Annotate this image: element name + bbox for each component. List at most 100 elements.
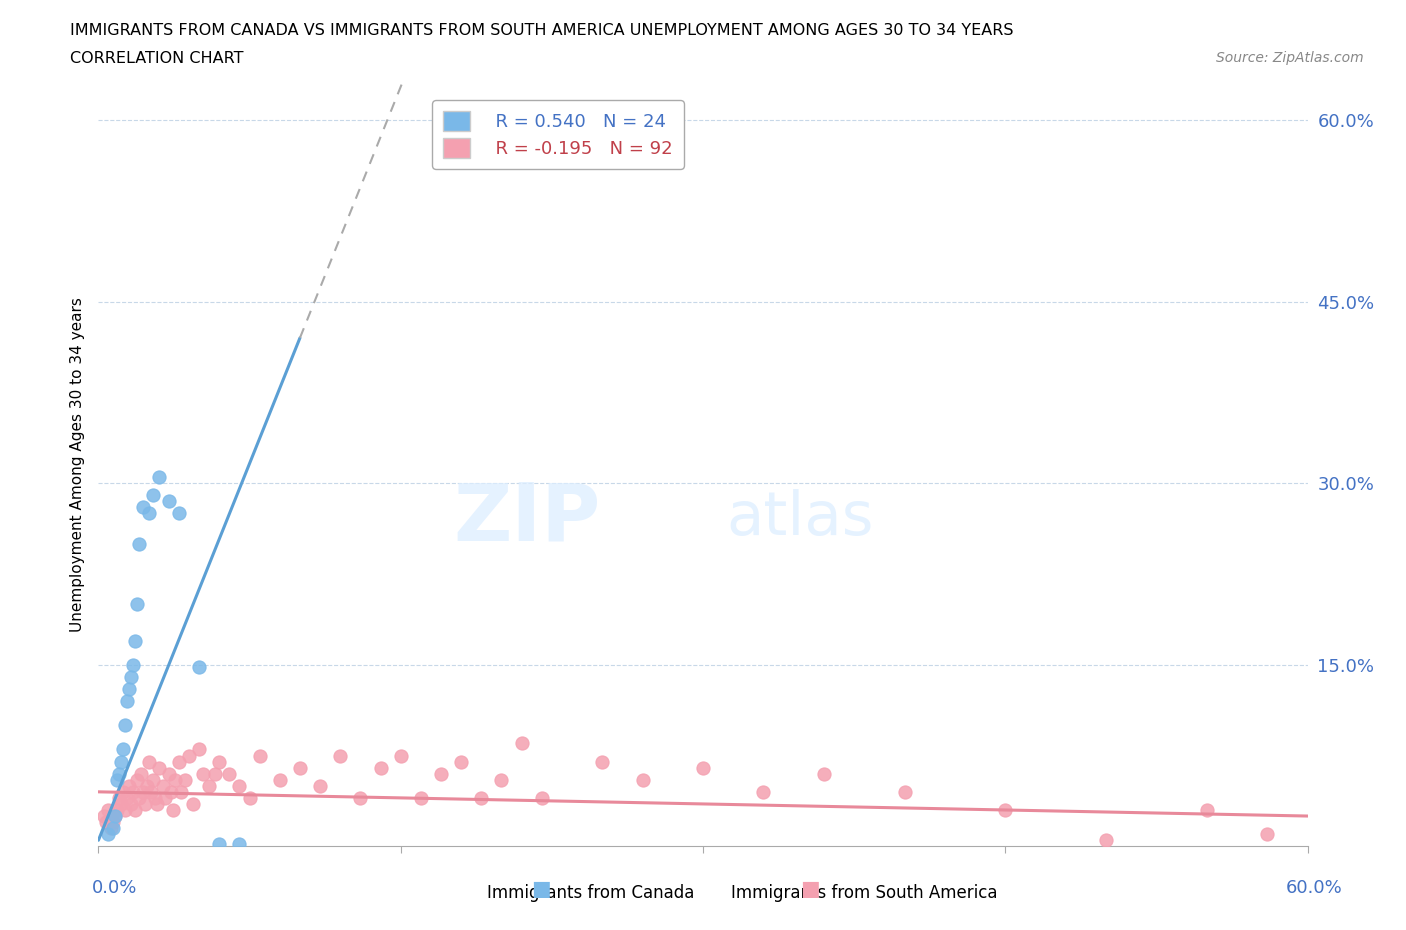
Point xyxy=(138,506,160,521)
Point xyxy=(138,754,160,769)
Point xyxy=(181,796,204,811)
Point xyxy=(97,803,120,817)
Point xyxy=(409,790,432,805)
Point xyxy=(204,766,226,781)
Point xyxy=(591,754,613,769)
Text: IMMIGRANTS FROM CANADA VS IMMIGRANTS FROM SOUTH AMERICA UNEMPLOYMENT AMONG AGES : IMMIGRANTS FROM CANADA VS IMMIGRANTS FRO… xyxy=(70,23,1014,38)
Text: 60.0%: 60.0% xyxy=(1286,879,1343,897)
Point xyxy=(118,682,141,697)
Point xyxy=(142,488,165,503)
Text: ZIP: ZIP xyxy=(453,479,600,557)
Point xyxy=(124,803,146,817)
Point xyxy=(115,694,138,709)
Point xyxy=(110,796,132,811)
Point xyxy=(124,633,146,648)
Point xyxy=(188,659,211,674)
Point xyxy=(1195,803,1218,817)
Point xyxy=(269,772,291,787)
Point xyxy=(128,790,150,805)
Point xyxy=(157,766,180,781)
Point xyxy=(994,803,1017,817)
Point xyxy=(470,790,492,805)
Point xyxy=(111,742,134,757)
Point xyxy=(101,815,124,830)
Point xyxy=(1095,832,1118,847)
Point xyxy=(142,772,165,787)
Point xyxy=(103,808,125,823)
Text: Source: ZipAtlas.com: Source: ZipAtlas.com xyxy=(1216,51,1364,65)
Point xyxy=(813,766,835,781)
Point xyxy=(170,784,193,799)
Point xyxy=(121,784,143,799)
Point xyxy=(631,772,654,787)
Point xyxy=(120,670,142,684)
Point xyxy=(167,506,190,521)
Point xyxy=(228,778,250,793)
Point xyxy=(752,784,775,799)
Point xyxy=(107,790,129,805)
Text: atlas: atlas xyxy=(725,489,873,548)
Point xyxy=(125,597,148,612)
Point xyxy=(105,803,128,817)
Point xyxy=(370,760,392,775)
Point xyxy=(510,736,533,751)
Point xyxy=(249,748,271,763)
Point xyxy=(193,766,215,781)
Point xyxy=(208,836,231,851)
Point xyxy=(491,772,513,787)
Point xyxy=(160,784,183,799)
Point xyxy=(115,790,138,805)
Point xyxy=(134,796,156,811)
Point xyxy=(692,760,714,775)
Point xyxy=(349,790,371,805)
Point xyxy=(288,760,311,775)
Point xyxy=(114,718,136,733)
Point xyxy=(389,748,412,763)
Point xyxy=(125,772,148,787)
Text: ■: ■ xyxy=(800,879,820,899)
Point xyxy=(135,778,157,793)
Point xyxy=(110,754,132,769)
Point xyxy=(167,754,190,769)
Point xyxy=(129,766,152,781)
Point xyxy=(96,815,118,830)
Point xyxy=(152,778,174,793)
Point xyxy=(101,820,124,835)
Point xyxy=(188,742,211,757)
Legend:   R = 0.540   N = 24,   R = -0.195   N = 92: R = 0.540 N = 24, R = -0.195 N = 92 xyxy=(432,100,683,169)
Point xyxy=(228,836,250,851)
Point xyxy=(309,778,332,793)
Point xyxy=(893,784,915,799)
Point xyxy=(329,748,352,763)
Point xyxy=(208,754,231,769)
Point xyxy=(111,784,134,799)
Point xyxy=(146,796,169,811)
Point xyxy=(148,470,170,485)
Point xyxy=(118,778,141,793)
Point xyxy=(120,796,142,811)
Point xyxy=(198,778,221,793)
Y-axis label: Unemployment Among Ages 30 to 34 years: Unemployment Among Ages 30 to 34 years xyxy=(69,298,84,632)
Point xyxy=(105,772,128,787)
Point xyxy=(148,760,170,775)
Text: 0.0%: 0.0% xyxy=(91,879,136,897)
Point xyxy=(174,772,197,787)
Point xyxy=(114,803,136,817)
Text: Immigrants from South America: Immigrants from South America xyxy=(731,884,998,902)
Point xyxy=(179,748,201,763)
Point xyxy=(239,790,262,805)
Text: CORRELATION CHART: CORRELATION CHART xyxy=(70,51,243,66)
Point xyxy=(139,784,162,799)
Point xyxy=(107,766,129,781)
Point xyxy=(430,766,453,781)
Text: ■: ■ xyxy=(531,879,551,899)
Point xyxy=(143,790,166,805)
Point xyxy=(153,790,176,805)
Point xyxy=(100,820,122,835)
Point xyxy=(103,808,125,823)
Point xyxy=(132,500,155,515)
Point xyxy=(128,537,150,551)
Point xyxy=(157,494,180,509)
Point xyxy=(97,827,120,842)
Point xyxy=(530,790,553,805)
